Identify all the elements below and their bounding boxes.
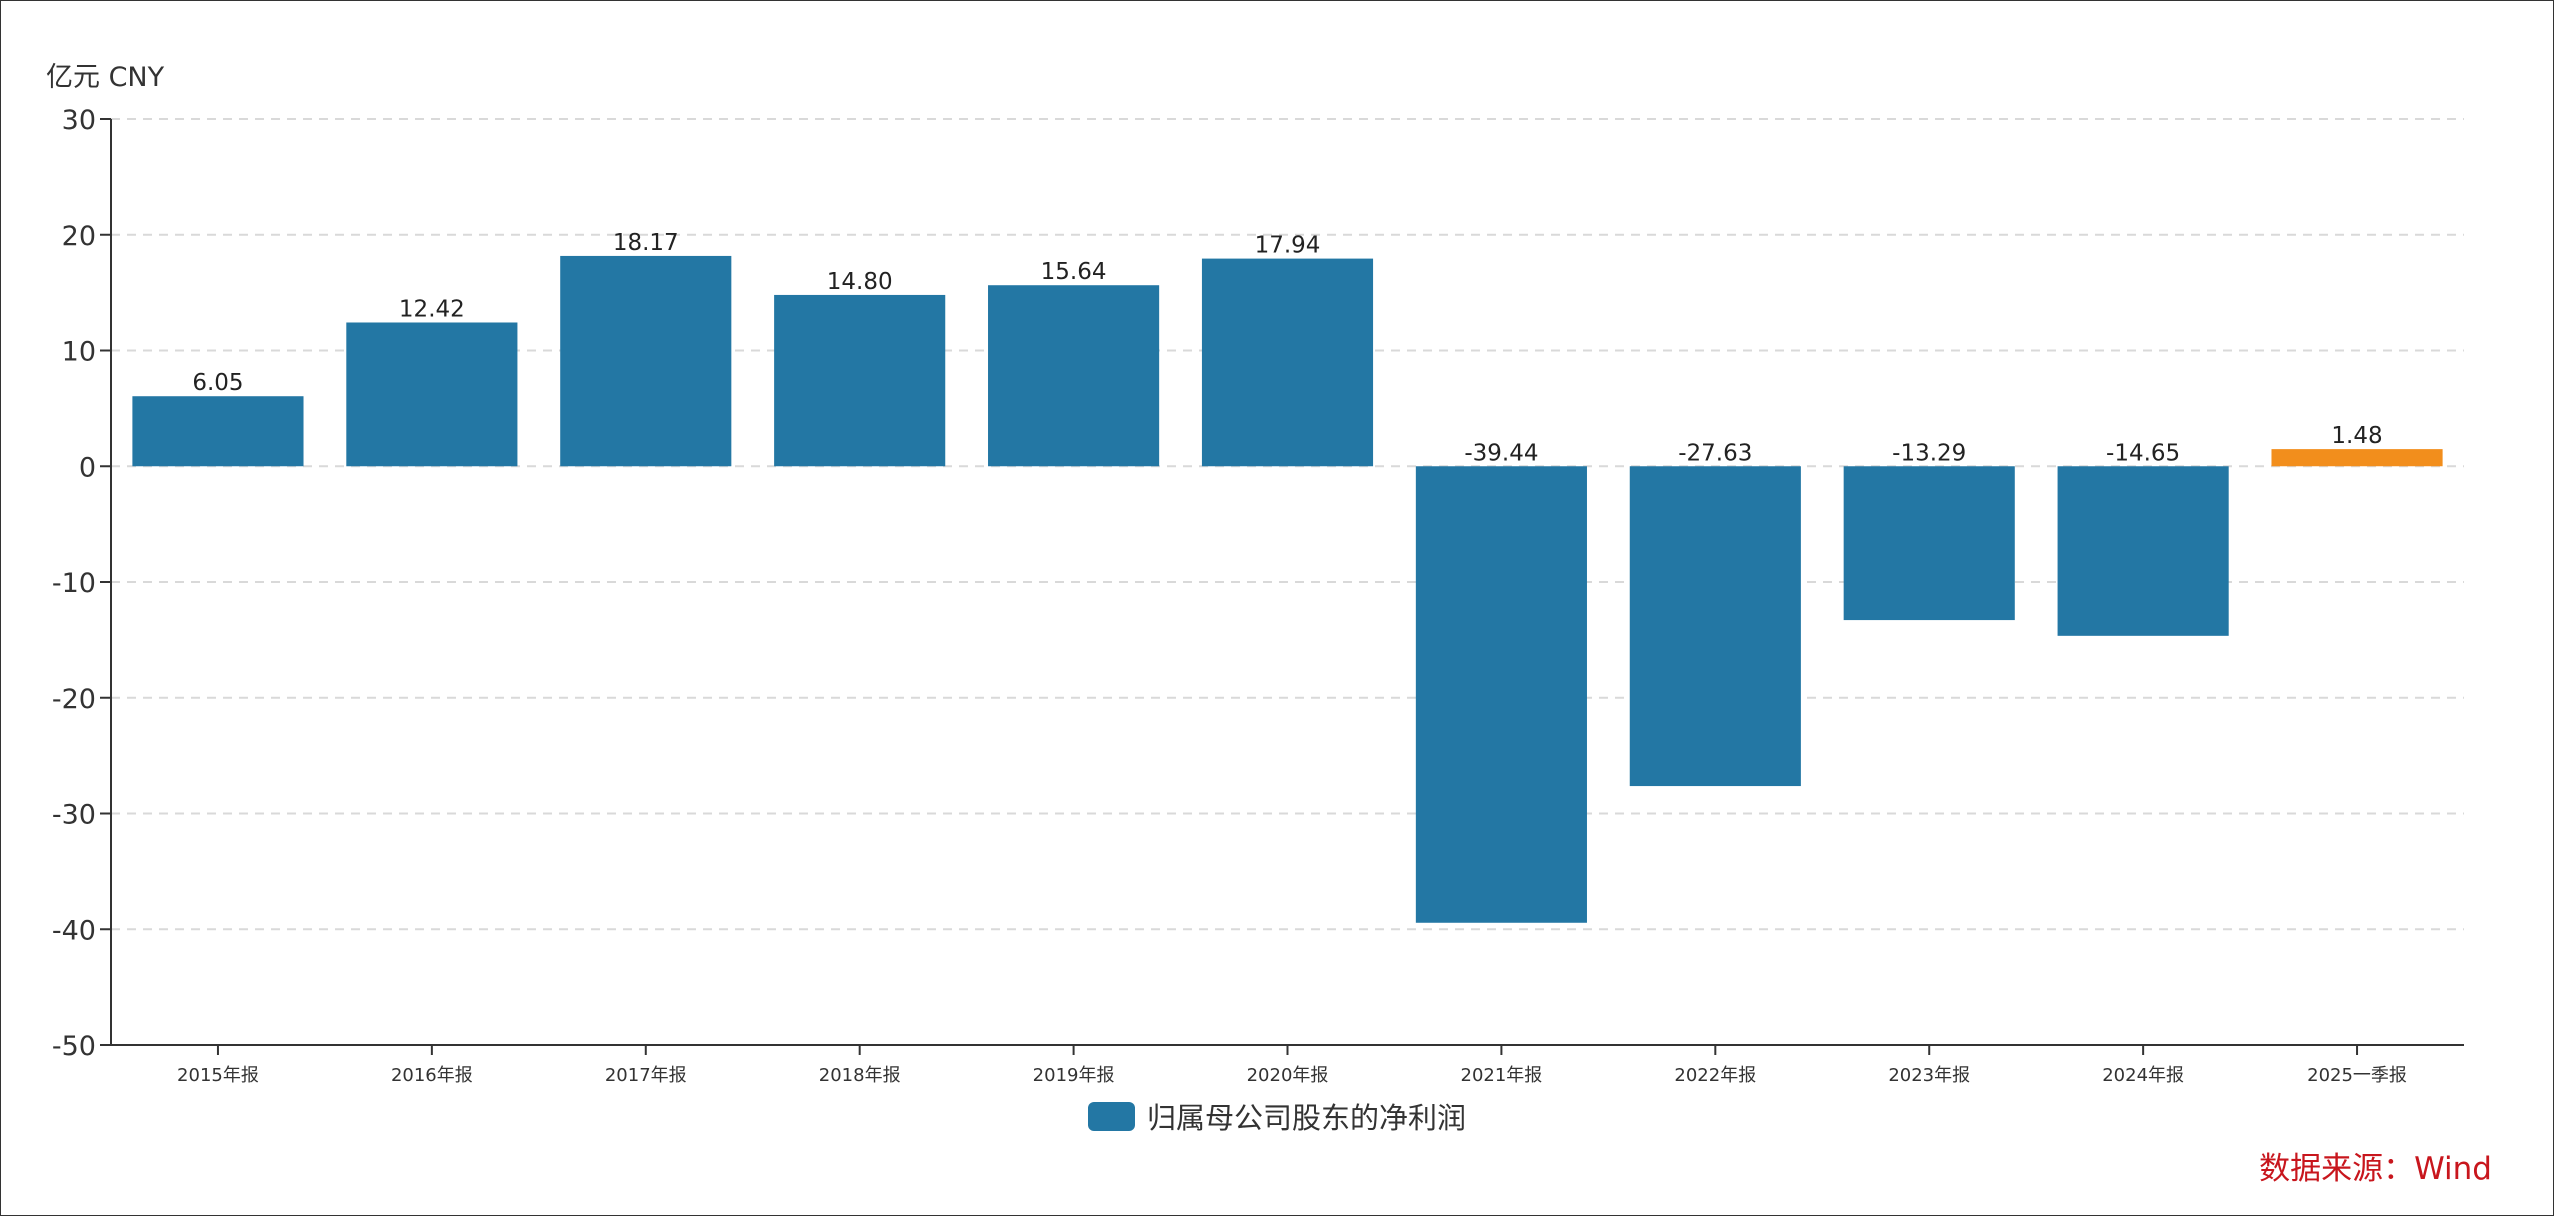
bar xyxy=(1201,258,1374,467)
x-tick-label: 2022年报 xyxy=(1674,1065,1756,1086)
data-label: 15.64 xyxy=(1041,259,1107,285)
data-label: 12.42 xyxy=(399,296,465,322)
x-tick-label: 2018年报 xyxy=(819,1065,901,1086)
data-label: 17.94 xyxy=(1255,233,1321,259)
axes: 30 20 10 0 -10 -20 -30 -40 -50 2015年报 2016年报 2017年报… xyxy=(52,105,2464,1086)
bar xyxy=(1629,466,1801,787)
x-tick-label: 2023年报 xyxy=(1888,1065,1970,1086)
y-tick-label: -30 xyxy=(52,800,96,831)
x-tick-label: 2024年报 xyxy=(2102,1065,2184,1086)
x-tick-label: 2015年报 xyxy=(177,1065,259,1086)
data-label: -39.44 xyxy=(1464,440,1538,466)
bar xyxy=(988,285,1160,467)
y-tick-label: 30 xyxy=(62,105,96,136)
data-label: 14.80 xyxy=(827,269,893,295)
bar xyxy=(774,294,946,467)
x-tick-label: 2019年报 xyxy=(1033,1065,1115,1086)
data-label: 1.48 xyxy=(2331,423,2382,449)
bar xyxy=(1843,466,2015,621)
x-tick-label: 2016年报 xyxy=(391,1065,473,1086)
value-labels: 6.05 12.42 18.17 14.80 15.64 17.94 -39.44 -27.6… xyxy=(192,230,2382,466)
y-tick-label: -40 xyxy=(52,915,96,946)
y-unit-label: 亿元 CNY xyxy=(46,62,165,93)
legend: 归属母公司股东的净利润 xyxy=(1088,1101,1466,1135)
x-tick-label: 2025一季报 xyxy=(2307,1065,2407,1086)
data-label: 6.05 xyxy=(192,370,243,396)
bar xyxy=(2271,449,2443,467)
data-label: -14.65 xyxy=(2106,440,2180,466)
y-tick-label: 10 xyxy=(62,337,96,368)
bar xyxy=(132,396,304,467)
gridlines xyxy=(111,118,2464,931)
legend-label: 归属母公司股东的净利润 xyxy=(1147,1101,1466,1135)
legend-swatch xyxy=(1088,1102,1135,1131)
x-tick-label: 2021年报 xyxy=(1461,1065,1543,1086)
y-tick-label: -50 xyxy=(52,1031,96,1062)
data-label: -27.63 xyxy=(1678,440,1752,466)
bar xyxy=(346,322,518,467)
y-tick-label: 20 xyxy=(62,221,96,252)
data-label: 18.17 xyxy=(613,230,679,256)
y-tick-label: -20 xyxy=(52,684,96,715)
bars xyxy=(132,255,2443,923)
data-source: 数据来源：Wind xyxy=(2259,1151,2492,1187)
x-tick-label: 2017年报 xyxy=(605,1065,687,1086)
y-tick-label: 0 xyxy=(79,452,96,483)
bar xyxy=(1415,466,1587,923)
bar xyxy=(2057,466,2229,636)
data-label: -13.29 xyxy=(1892,440,1966,466)
x-tick-label: 2020年报 xyxy=(1247,1065,1329,1086)
bar xyxy=(560,255,732,467)
y-tick-label: -10 xyxy=(52,568,96,599)
